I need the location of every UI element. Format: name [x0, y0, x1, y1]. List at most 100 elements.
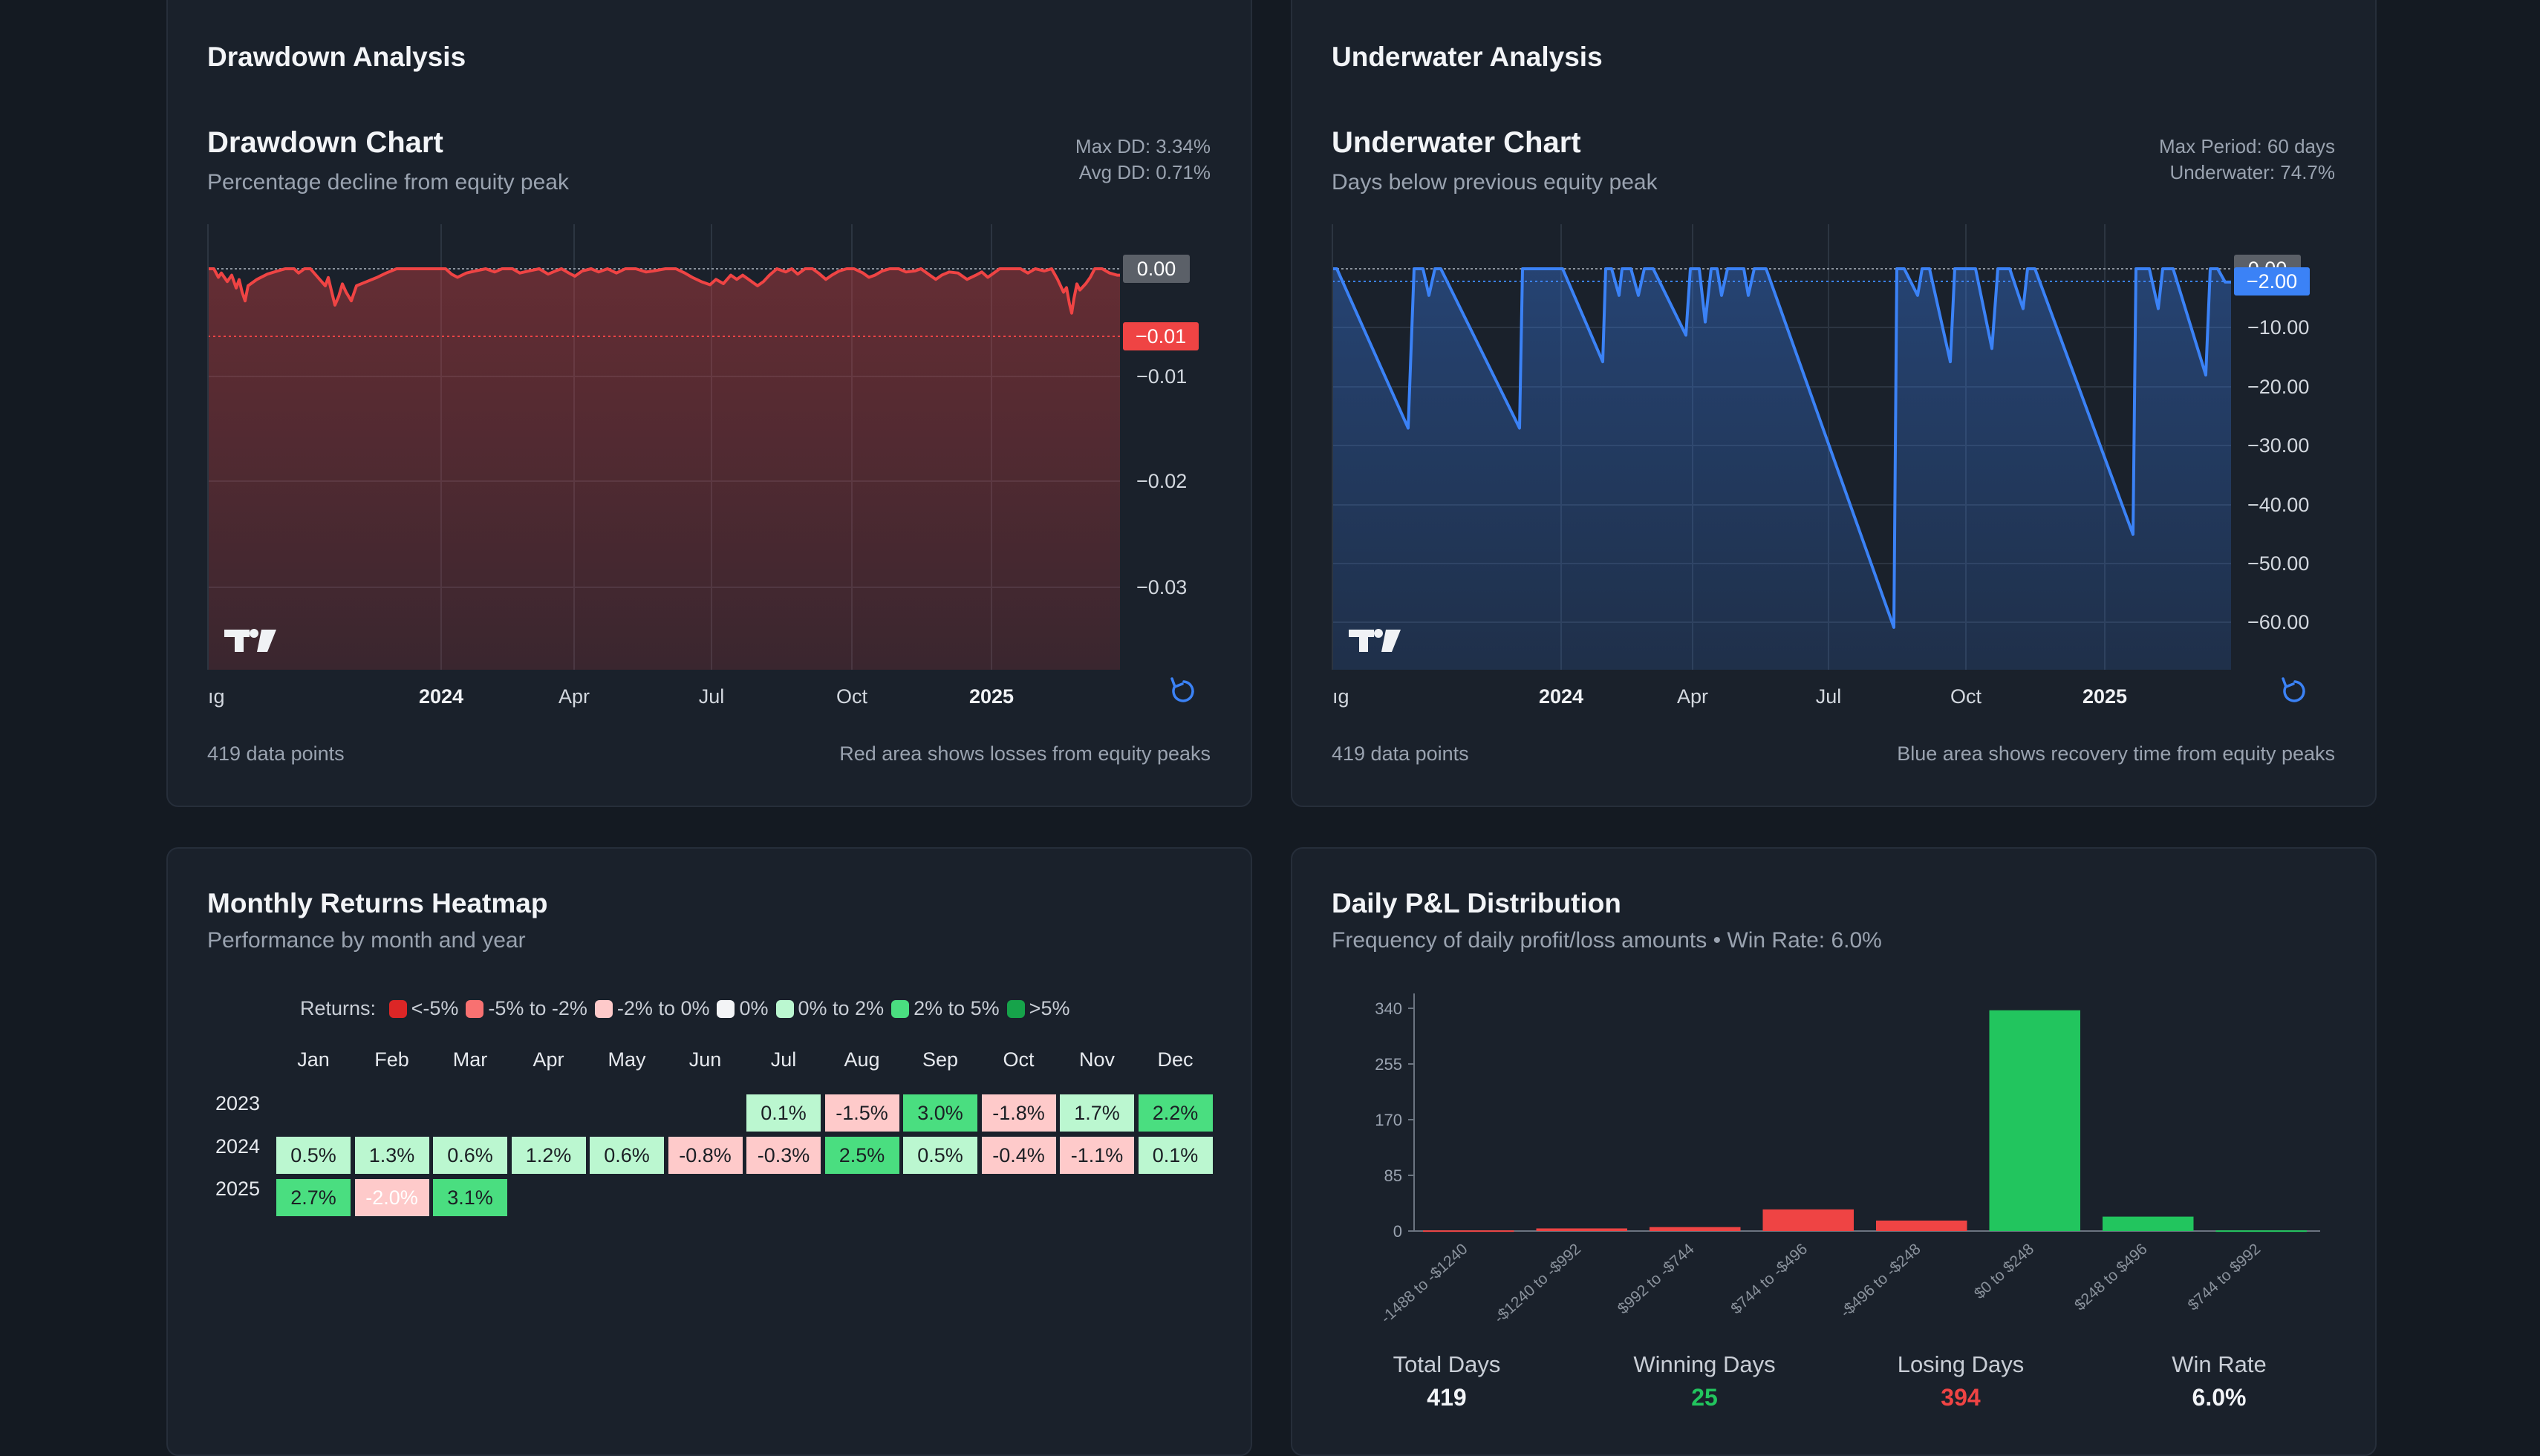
- heatmap-month-header: Oct: [1003, 1048, 1035, 1071]
- heatmap-cell[interactable]: 2.7%: [276, 1179, 351, 1216]
- heatmap-cell[interactable]: 0.6%: [433, 1137, 507, 1174]
- heatmap-cell[interactable]: -0.4%: [981, 1137, 1056, 1174]
- heatmap-cell[interactable]: 3.1%: [433, 1179, 507, 1216]
- heatmap-cell[interactable]: 0.6%: [590, 1137, 664, 1174]
- heatmap-month-header: May: [608, 1048, 646, 1071]
- heatmap-cell[interactable]: -1.8%: [981, 1094, 1056, 1132]
- dist-x-tick-label: $992 to -$744: [1615, 1240, 1698, 1317]
- dist-y-tick-label: 85: [1384, 1166, 1402, 1185]
- dist-x-tick-label: -1488 to -$1240: [1378, 1241, 1471, 1327]
- underwater-subtitle: Days below previous equity peak: [1332, 170, 1658, 195]
- heatmap-month-header: Mar: [452, 1048, 488, 1071]
- dist-stat-label: Total Days: [1393, 1351, 1501, 1377]
- dist-x-tick-label: $248 to $496: [2071, 1241, 2151, 1314]
- heatmap-cell[interactable]: 0.1%: [746, 1094, 821, 1132]
- distribution-card: [1291, 847, 2377, 1456]
- dist-bar[interactable]: [1989, 1010, 2081, 1231]
- dist-y-tick-label: 0: [1393, 1222, 1402, 1241]
- heatmap-month-header: Jun: [688, 1048, 722, 1071]
- drawdown-footer-right: Red area shows losses from equity peaks: [839, 742, 1211, 765]
- legend-swatch: [717, 1000, 735, 1018]
- heatmap-month-header: Feb: [374, 1048, 409, 1071]
- underwater-section-title: Underwater Analysis: [1332, 42, 1603, 72]
- heatmap-cell[interactable]: 1.2%: [511, 1137, 586, 1174]
- legend-swatch: [891, 1000, 910, 1018]
- legend-label: 0%: [739, 997, 769, 1019]
- heatmap-title: Monthly Returns Heatmap: [207, 888, 548, 918]
- legend-swatch: [388, 1000, 407, 1018]
- heatmap-cell[interactable]: 1.3%: [354, 1137, 429, 1174]
- underwater-footer-left: 419 data points: [1332, 742, 1469, 765]
- heatmap-month-header: Nov: [1078, 1048, 1115, 1071]
- dist-bar[interactable]: [1762, 1209, 1854, 1231]
- heatmap-month-header: Dec: [1157, 1048, 1194, 1071]
- legend-label: 2% to 5%: [914, 997, 1000, 1019]
- heatmap-year-label: 2025: [215, 1178, 261, 1200]
- legend-label: <-5%: [411, 997, 459, 1019]
- heatmap-cell[interactable]: 0.1%: [1138, 1137, 1213, 1174]
- dist-bar[interactable]: [2215, 1230, 2308, 1233]
- heatmap-month-header: Aug: [844, 1048, 880, 1071]
- dist-y-tick-label: 255: [1375, 1055, 1402, 1074]
- heatmap-cell[interactable]: 0.5%: [276, 1137, 351, 1174]
- dist-stat-label: Winning Days: [1633, 1351, 1776, 1377]
- drawdown-max-dd: Max DD: 3.34%: [1075, 135, 1211, 157]
- legend-swatch: [775, 1000, 794, 1018]
- heatmap-cell[interactable]: -1.5%: [824, 1094, 899, 1132]
- underwater-max-period: Max Period: 60 days: [2158, 135, 2335, 157]
- underwater-percentage: Underwater: 74.7%: [2169, 161, 2335, 183]
- dist-bar[interactable]: [1423, 1230, 1514, 1233]
- dist-x-tick-label: -$496 to -$248: [1837, 1241, 1924, 1322]
- dist-bar[interactable]: [1876, 1220, 1967, 1231]
- heatmap-cell[interactable]: 0.5%: [903, 1137, 977, 1174]
- heatmap-cell[interactable]: 2.5%: [824, 1137, 899, 1174]
- dist-y-tick-label: 340: [1375, 999, 1402, 1018]
- distribution-title: Daily P&L Distribution: [1332, 888, 1621, 918]
- dist-x-tick-label: $0 to $248: [1971, 1241, 2037, 1303]
- drawdown-subtitle: Percentage decline from equity peak: [207, 170, 569, 195]
- heatmap-cell[interactable]: 3.0%: [903, 1094, 977, 1132]
- legend-label: >5%: [1029, 997, 1070, 1019]
- legend-label: 0% to 2%: [798, 997, 885, 1019]
- dist-y-tick-label: 170: [1375, 1111, 1402, 1129]
- heatmap-year-label: 2024: [215, 1135, 261, 1158]
- dist-stat-value: 6.0%: [2192, 1384, 2247, 1411]
- heatmap-month-header: Apr: [533, 1048, 564, 1071]
- underwater-chart-title: Underwater Chart: [1332, 126, 1581, 159]
- heatmap-legend-label: Returns:: [300, 997, 377, 1019]
- heatmap-legend: Returns: <-5% -5% to -2% -2% to 0% 0% 0% to …: [300, 997, 1069, 1020]
- legend-label: -5% to -2%: [488, 997, 587, 1019]
- heatmap-cell[interactable]: -0.8%: [668, 1137, 743, 1174]
- legend-label: -2% to 0%: [616, 997, 710, 1019]
- drawdown-avg-dd: Avg DD: 0.71%: [1078, 161, 1211, 183]
- drawdown-chart-title: Drawdown Chart: [207, 126, 443, 159]
- heatmap-month-header: Jul: [770, 1048, 797, 1071]
- dist-stat-value: 25: [1691, 1384, 1718, 1411]
- dist-bar[interactable]: [1650, 1227, 1741, 1231]
- underwater-footer-right: Blue area shows recovery time from equit…: [1897, 742, 2335, 765]
- dist-x-tick-label: -$1240 to -$992: [1491, 1241, 1584, 1327]
- dist-x-tick-label: $744 to -$496: [1727, 1241, 1811, 1318]
- legend-swatch: [466, 1000, 484, 1018]
- dist-stat-value: 394: [1941, 1384, 1981, 1411]
- heatmap-month-header: Sep: [922, 1048, 959, 1071]
- dist-x-tick-label: $744 to $992: [2185, 1241, 2264, 1314]
- heatmap-month-header: Jan: [297, 1048, 330, 1071]
- drawdown-footer-left: 419 data points: [207, 742, 345, 765]
- heatmap-cell[interactable]: -2.0%: [354, 1179, 429, 1216]
- dist-bar[interactable]: [2103, 1216, 2194, 1231]
- distribution-subtitle: Frequency of daily profit/loss amounts •…: [1332, 928, 1882, 953]
- heatmap-year-label: 2023: [215, 1092, 261, 1114]
- dist-bar[interactable]: [1536, 1228, 1628, 1231]
- heatmap-cell[interactable]: -0.3%: [746, 1137, 821, 1174]
- dist-stat-label: Win Rate: [2172, 1351, 2267, 1377]
- legend-swatch: [1006, 1000, 1025, 1018]
- heatmap-subtitle: Performance by month and year: [207, 928, 526, 953]
- dist-stat-label: Losing Days: [1897, 1351, 2025, 1377]
- heatmap-cell[interactable]: 2.2%: [1138, 1094, 1213, 1132]
- legend-swatch: [594, 1000, 613, 1018]
- dist-stat-value: 419: [1427, 1384, 1467, 1411]
- heatmap-cell[interactable]: 1.7%: [1060, 1094, 1134, 1132]
- heatmap-cell[interactable]: -1.1%: [1060, 1137, 1134, 1174]
